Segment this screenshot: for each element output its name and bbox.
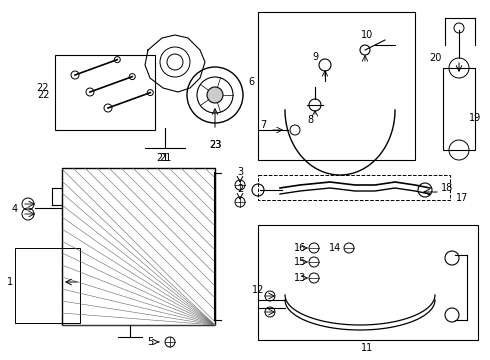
Text: 7: 7 bbox=[260, 120, 266, 130]
Text: 14: 14 bbox=[329, 243, 341, 253]
Bar bbox=[258, 175, 450, 200]
Text: 17: 17 bbox=[456, 193, 468, 203]
Text: 3: 3 bbox=[237, 167, 243, 177]
Text: 22: 22 bbox=[36, 83, 48, 93]
Bar bbox=[443, 68, 475, 150]
Bar bbox=[15, 248, 80, 323]
Text: 23: 23 bbox=[209, 140, 221, 150]
Text: 1: 1 bbox=[7, 277, 13, 287]
Text: 2: 2 bbox=[237, 184, 243, 194]
Text: 16: 16 bbox=[294, 243, 306, 253]
Text: 15: 15 bbox=[294, 257, 306, 267]
Text: 10: 10 bbox=[361, 30, 373, 40]
Text: 5: 5 bbox=[147, 337, 153, 347]
Text: 11: 11 bbox=[361, 343, 373, 353]
Circle shape bbox=[207, 87, 223, 103]
Text: 23: 23 bbox=[209, 140, 221, 150]
Text: 22: 22 bbox=[37, 90, 49, 100]
Bar bbox=[258, 12, 415, 160]
Text: 8: 8 bbox=[307, 115, 313, 125]
Text: 13: 13 bbox=[294, 273, 306, 283]
Bar bbox=[55, 55, 155, 130]
Text: 20: 20 bbox=[429, 53, 441, 63]
Text: 19: 19 bbox=[469, 113, 481, 123]
Text: 18: 18 bbox=[441, 183, 453, 193]
Bar bbox=[258, 225, 478, 340]
Bar bbox=[62, 168, 215, 325]
Text: 6: 6 bbox=[248, 77, 254, 87]
Text: 21: 21 bbox=[156, 153, 168, 163]
Text: 12: 12 bbox=[252, 285, 264, 295]
Text: 9: 9 bbox=[312, 52, 318, 62]
Text: 21: 21 bbox=[159, 153, 171, 163]
Text: 4: 4 bbox=[12, 204, 18, 214]
